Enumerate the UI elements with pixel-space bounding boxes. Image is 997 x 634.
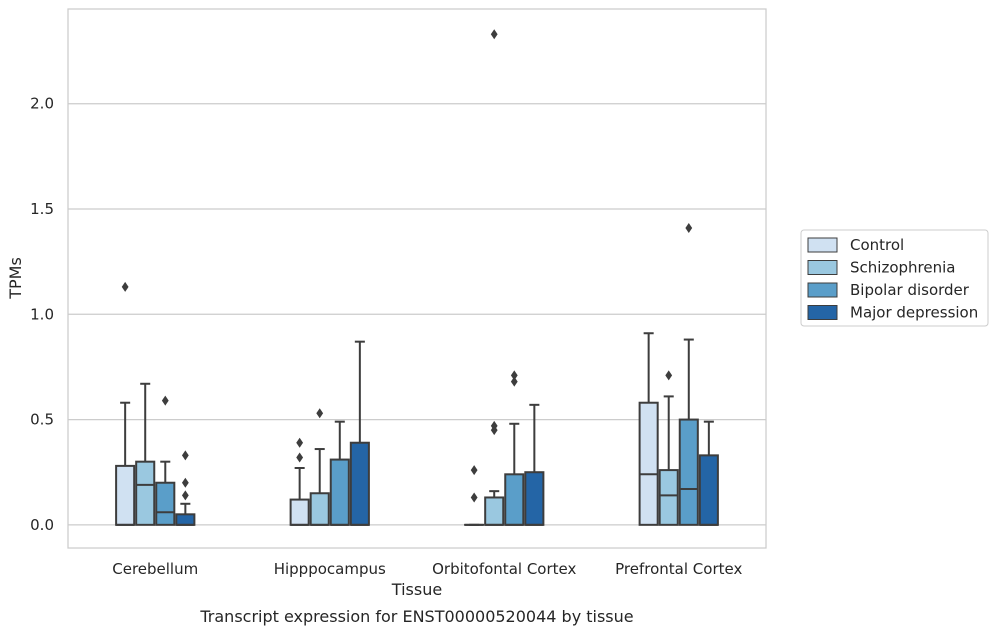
y-tick-label: 0.0 xyxy=(30,516,54,534)
legend-label: Major depression xyxy=(850,304,978,322)
legend-swatch xyxy=(807,237,838,253)
outlier-point xyxy=(296,452,304,463)
box-iqr xyxy=(524,471,545,526)
legend-label: Bipolar disorder xyxy=(850,281,970,299)
x-tick-label: Prefrontal Cortex xyxy=(615,560,742,578)
outlier-point xyxy=(161,395,169,406)
outlier-point xyxy=(470,465,478,476)
chart-title: Transcript expression for ENST0000052004… xyxy=(199,607,633,626)
box-group xyxy=(175,450,196,526)
outlier-point xyxy=(181,490,189,501)
box-group xyxy=(329,420,350,526)
legend-label: Control xyxy=(850,236,904,254)
box-group xyxy=(698,420,719,526)
box-iqr xyxy=(155,481,176,526)
y-tick-label: 1.0 xyxy=(30,305,54,323)
outlier-point xyxy=(316,408,324,419)
legend-frame xyxy=(800,229,989,327)
outlier-point xyxy=(470,492,478,503)
outlier-point xyxy=(121,281,129,292)
outlier-point xyxy=(490,29,498,40)
outlier-point xyxy=(296,437,304,448)
y-tick-label: 1.5 xyxy=(30,200,54,218)
box-iqr xyxy=(135,460,156,526)
box-iqr xyxy=(678,418,699,526)
plot-background xyxy=(68,9,766,548)
box-group xyxy=(135,382,156,526)
box-group xyxy=(155,395,176,526)
box-iqr xyxy=(309,492,330,526)
x-tick-label: Hipppocampus xyxy=(274,560,386,578)
box-group xyxy=(638,332,659,526)
y-tick-label: 2.0 xyxy=(30,95,54,113)
box-iqr xyxy=(289,498,310,526)
legend-swatch xyxy=(807,260,838,275)
box-group xyxy=(678,222,699,526)
x-axis-title: Tissue xyxy=(391,580,442,599)
legend-label: Schizophrenia xyxy=(850,259,955,277)
plot-frame xyxy=(67,8,767,549)
outlier-point xyxy=(181,477,189,488)
outlier-point xyxy=(685,222,693,233)
x-tick-label: Cerebellum xyxy=(112,560,198,578)
box-group xyxy=(115,281,136,526)
boxes-layer xyxy=(115,29,719,526)
y-tick-labels: 0.0 0.5 1.0 1.5 2.0 xyxy=(30,95,54,534)
box-group xyxy=(524,403,545,526)
box-group xyxy=(309,408,330,526)
x-tick-labels: Cerebellum Hipppocampus Orbitofontal Corte… xyxy=(112,560,742,578)
box-iqr xyxy=(658,469,679,526)
box-iqr xyxy=(504,473,525,526)
box-group xyxy=(349,340,370,526)
box-group xyxy=(464,465,485,526)
box-iqr xyxy=(115,464,136,526)
box-iqr xyxy=(175,513,196,526)
box-group xyxy=(289,437,310,526)
y-tick-label: 0.5 xyxy=(30,411,54,429)
legend: Control Schizophrenia Bipolar disorder Majo… xyxy=(800,229,989,327)
box-iqr xyxy=(329,458,350,526)
box-group xyxy=(658,370,679,526)
outlier-point xyxy=(665,370,673,381)
legend-swatch xyxy=(807,282,838,298)
box-iqr xyxy=(484,496,505,526)
outlier-point xyxy=(510,376,518,387)
legend-swatch xyxy=(807,305,838,320)
outlier-point xyxy=(510,370,518,381)
box-group xyxy=(504,370,525,526)
outlier-point xyxy=(181,450,189,461)
y-axis-title: TPMs xyxy=(6,257,25,300)
outlier-point xyxy=(490,420,498,431)
box-iqr xyxy=(349,441,370,526)
box-group xyxy=(484,29,505,526)
box-iqr xyxy=(698,454,719,526)
box-iqr xyxy=(638,401,659,526)
x-tick-label: Orbitofontal Cortex xyxy=(432,560,576,578)
